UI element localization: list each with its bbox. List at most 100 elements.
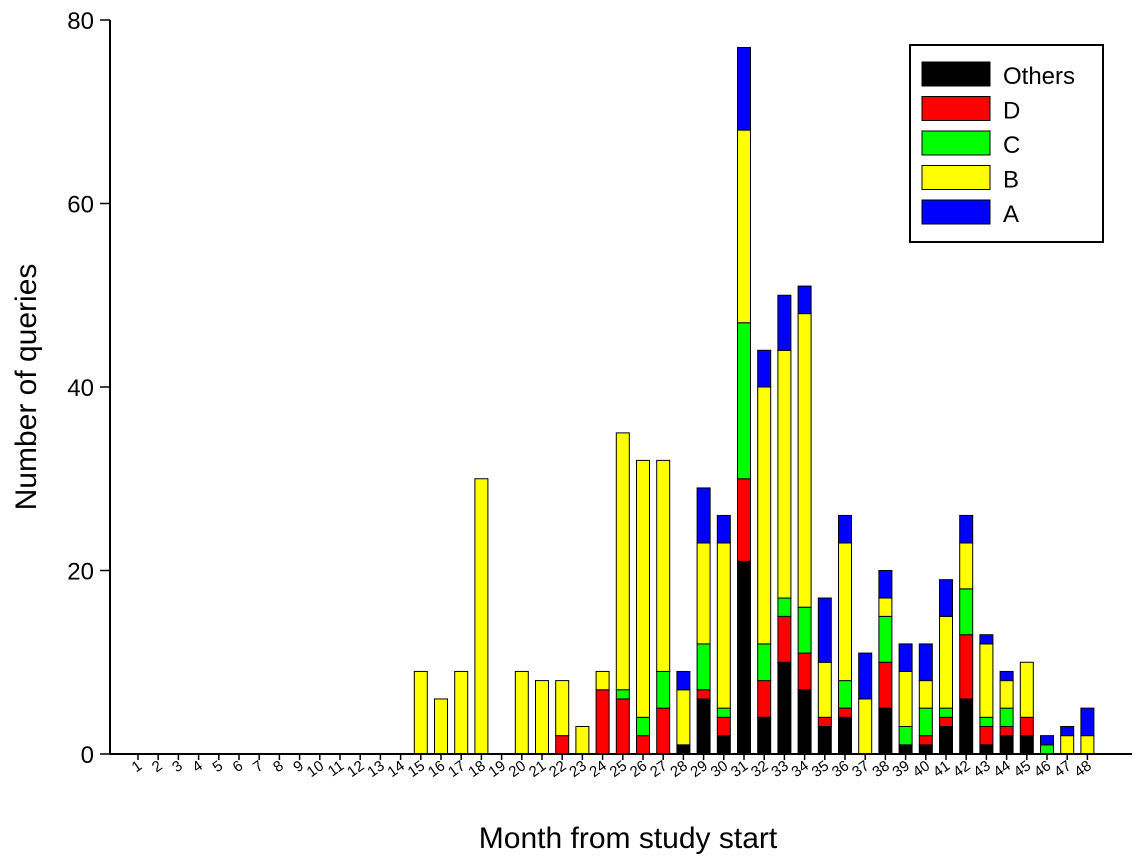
bar-segment-b-month-18 <box>474 478 489 755</box>
legend-label-d: D <box>1003 98 1020 125</box>
x-tick-label: 34 <box>788 757 811 780</box>
x-tick-label: 22 <box>546 757 569 780</box>
bar-segment-b-month-22 <box>555 680 570 737</box>
x-tick-label: 16 <box>425 757 448 780</box>
bar-segment-c-month-29 <box>696 643 711 691</box>
bar-segment-d-month-24 <box>595 689 610 755</box>
bar-segment-d-month-41 <box>939 716 953 727</box>
bar-segment-b-month-40 <box>918 680 933 709</box>
bar-segment-b-month-44 <box>999 680 1014 709</box>
bar-segment-b-month-37 <box>858 698 873 755</box>
bar-segment-others-month-35 <box>817 725 832 755</box>
x-tick-label: 43 <box>970 757 993 780</box>
x-tick-label: 31 <box>728 757 751 780</box>
bar-segment-b-month-15 <box>413 670 428 755</box>
bar-segment-b-month-16 <box>434 698 448 755</box>
bar-segment-b-month-43 <box>979 643 994 718</box>
x-tick-label: 12 <box>344 757 367 780</box>
bar-segment-others-month-41 <box>939 725 953 755</box>
legend-label-others: Others <box>1003 63 1075 90</box>
bar-segment-others-month-28 <box>676 744 691 755</box>
bar-segment-c-month-36 <box>838 680 852 709</box>
x-tick-label: 7 <box>250 757 267 776</box>
bar-segment-c-month-41 <box>939 707 953 718</box>
bar-segment-others-month-34 <box>797 689 812 755</box>
bar-segment-d-month-30 <box>716 716 731 737</box>
bar-segment-a-month-39 <box>898 643 913 672</box>
x-tick-label: 28 <box>667 757 690 780</box>
x-tick-label: 23 <box>566 757 589 780</box>
legend-label-c: C <box>1003 132 1020 159</box>
bar-segment-d-month-35 <box>817 716 832 727</box>
bar-segment-c-month-44 <box>999 707 1014 727</box>
bar-segment-d-month-44 <box>999 725 1014 737</box>
bar-segment-d-month-27 <box>656 707 671 755</box>
x-tick-label: 24 <box>586 757 609 780</box>
bar-segment-c-month-42 <box>959 588 974 636</box>
x-tick-label: 26 <box>627 757 650 780</box>
x-axis-label: Month from study start <box>479 822 778 855</box>
x-tick-label: 46 <box>1031 757 1054 780</box>
bar-segment-b-month-48 <box>1080 735 1095 755</box>
legend-swatch-c <box>921 130 991 156</box>
x-tick-label: 42 <box>950 757 973 780</box>
x-tick-label: 4 <box>189 757 206 776</box>
bar-segment-others-month-42 <box>959 698 974 755</box>
bar-segment-others-month-44 <box>999 735 1014 755</box>
legend-swatch-others <box>921 61 991 87</box>
bar-segment-b-month-25 <box>615 432 630 691</box>
x-tick-label: 48 <box>1071 757 1094 780</box>
legend-swatch-d <box>921 96 991 121</box>
bar-segment-c-month-25 <box>615 689 630 700</box>
bar-segment-b-month-41 <box>939 615 953 709</box>
bar-segment-a-month-42 <box>959 514 974 544</box>
bar-segment-d-month-38 <box>878 661 893 709</box>
bar-segment-d-month-22 <box>555 735 570 755</box>
x-tick-label: 39 <box>889 757 912 780</box>
bar-segment-a-month-41 <box>939 579 953 617</box>
bar-segment-d-month-29 <box>696 689 711 700</box>
bar-segment-c-month-27 <box>656 670 671 709</box>
x-tick-label: 35 <box>809 757 832 780</box>
x-tick-label: 2 <box>149 757 166 776</box>
y-axis-label: Number of queries <box>10 264 43 511</box>
legend-swatch-a <box>921 199 991 225</box>
x-tick-label: 32 <box>748 757 771 780</box>
bar-segment-b-month-28 <box>676 689 691 746</box>
bar-segment-d-month-36 <box>838 707 852 718</box>
x-tick-label: 27 <box>647 757 670 780</box>
bar-segment-d-month-25 <box>615 698 630 755</box>
x-tick-label: 13 <box>364 757 387 780</box>
bar-segment-b-month-32 <box>757 386 772 645</box>
bar-segment-b-month-47 <box>1060 735 1075 755</box>
bar-segment-others-month-38 <box>878 707 893 755</box>
bar-segment-d-month-43 <box>979 725 994 746</box>
bar-segment-d-month-42 <box>959 634 974 700</box>
x-tick-label: 37 <box>849 757 872 780</box>
bar-segment-b-month-39 <box>898 670 913 727</box>
bar-segment-b-month-17 <box>454 670 469 755</box>
bar-segment-c-month-38 <box>878 615 893 663</box>
x-tick-label: 25 <box>607 757 630 780</box>
bar-segment-a-month-28 <box>676 670 691 691</box>
bar-segment-b-month-31 <box>737 129 751 324</box>
x-tick-label: 14 <box>384 757 407 780</box>
x-tick-label: 21 <box>526 757 549 780</box>
bar-segment-b-month-33 <box>777 349 792 599</box>
bar-segment-others-month-29 <box>696 698 711 755</box>
x-ticks: 1 2 3 4 5 6 7 8 91011121314151617181920212223242… <box>129 754 1095 781</box>
bar-segment-c-month-30 <box>716 707 731 718</box>
bar-segment-b-month-35 <box>817 661 832 718</box>
bar-segment-a-month-33 <box>777 294 792 351</box>
x-tick-label: 8 <box>270 757 287 776</box>
bar-segment-d-month-34 <box>797 652 812 691</box>
bar-segment-b-month-24 <box>595 670 610 691</box>
x-tick-label: 11 <box>325 757 348 780</box>
x-tick-label: 15 <box>405 757 428 780</box>
y-tick-label: 60 <box>67 192 94 219</box>
bar-segment-d-month-45 <box>1019 716 1034 737</box>
bar-segment-c-month-33 <box>777 597 792 617</box>
